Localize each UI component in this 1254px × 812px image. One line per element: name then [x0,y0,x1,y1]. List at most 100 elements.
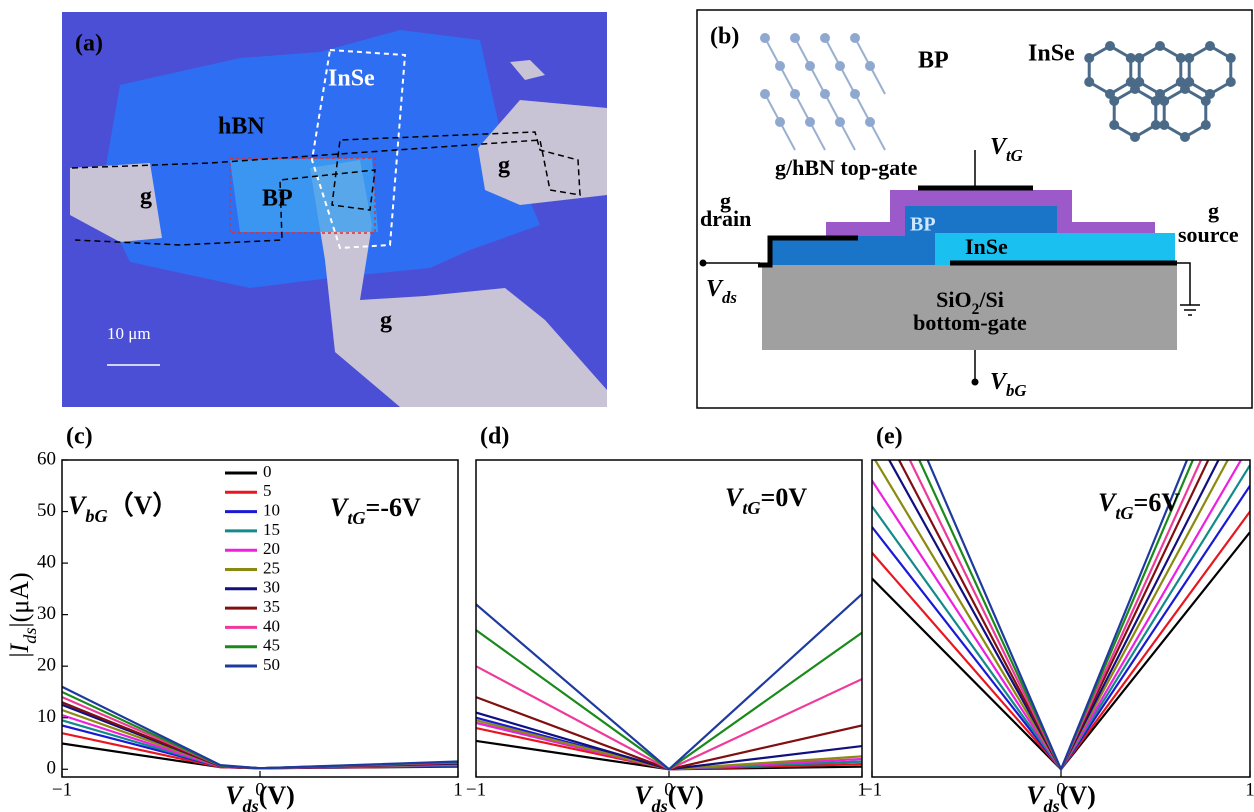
y-tick-label: 0 [47,758,57,779]
legend-title: VbG（V） [68,491,178,526]
atom [760,33,770,43]
atom [1105,41,1115,51]
legend-label: 25 [263,558,280,577]
charts: −1 0 10102030405060(c)Vds(V)VtG=-6V|Ids|(μ… [5,424,1254,812]
bond [764,93,781,123]
layer-label: BP [910,214,936,236]
legend-label: 35 [263,597,280,616]
electrode [510,60,545,80]
material-label: BP [918,48,949,74]
text-part: =-6V [366,493,421,522]
electrode-label: g [1208,198,1219,223]
annotation: VtG=0V [725,483,807,518]
x-tick-label: 1 [857,779,867,800]
bond [869,121,886,151]
ground [1180,304,1200,316]
atom [1205,41,1215,51]
substrate [762,265,1177,350]
atom [1200,120,1211,130]
text-part: V [1098,488,1118,517]
voltage-label: VbG [990,369,1027,401]
electrode-label: g [720,188,731,213]
text-part: ds [243,796,259,812]
text-part: V [725,483,745,512]
legend-label: 45 [263,636,280,655]
electrode-label: g [140,184,152,210]
text-part: V [990,134,1008,160]
atom [835,117,845,127]
legend-label: 50 [263,655,280,674]
bond [809,65,826,95]
text-part: /Si [978,287,1003,312]
legend-label: 30 [263,578,280,597]
legend-label: 10 [263,501,280,520]
atom [1150,96,1161,106]
bond [794,37,811,67]
atom [1109,96,1120,106]
y-tick-label: 50 [37,500,56,521]
text-part: =0V [761,483,808,512]
legend-label: 5 [263,481,272,500]
bond [764,37,781,67]
atom [820,89,830,99]
y-tick-label: 60 [37,448,56,469]
atom [1125,53,1136,63]
voltage-label: VtG [990,134,1023,166]
layer-label: bottom-gate [913,310,1027,335]
atom [1155,41,1165,51]
text-part: ds [20,628,40,644]
electrode-label: drain [700,206,751,231]
atom [1159,96,1170,106]
x-axis-label: Vds(V) [634,781,704,812]
series-group [476,593,862,771]
inse-layer [935,233,1175,265]
series-line [62,696,458,770]
terminal [971,378,979,386]
atom [1180,132,1190,142]
atom [1130,132,1140,142]
electrode-label: g [498,153,510,179]
electrode-label: source [1178,222,1239,247]
text-part: tG [1115,503,1133,523]
inse-lattice [1084,41,1236,142]
text-part: （V） [108,491,179,520]
atom [1109,120,1120,130]
series-line [872,485,1250,772]
x-tick-label: 0 [255,779,265,800]
atom [1134,53,1145,63]
text-part: ds [652,796,668,812]
atom [1159,120,1170,130]
text-part: 2 [972,301,980,318]
series-line [873,460,1230,772]
layer-label: InSe [965,234,1008,259]
panel-label: (d) [480,424,509,450]
bond [794,93,811,123]
text-part: (V) [668,781,704,810]
voltage-label: Vds [706,276,737,308]
atom [775,61,785,71]
y-tick-label: 20 [37,655,56,676]
bp-flake [230,158,378,232]
atom [820,33,830,43]
text-part: tG [347,508,365,528]
atom [850,33,860,43]
y-axis-label: |Ids|(μA) [5,572,40,657]
hbn-layer [826,190,1155,236]
bond [824,37,841,67]
atom [850,89,860,99]
scale-label: 10 μm [107,324,151,343]
atom [835,61,845,71]
material-label: InSe [1028,41,1075,67]
micrograph: (a) hBN InSe BP g g g 10 μm [62,12,607,407]
text-part: SiO [936,287,971,312]
atom [1084,53,1095,63]
drain-electrode [758,235,858,268]
bond [854,93,871,123]
atom [1200,96,1211,106]
atom [1225,53,1236,63]
wire [1177,262,1191,305]
text-part: bG [85,506,107,526]
panel-label: (e) [876,424,903,450]
bond [839,121,856,151]
